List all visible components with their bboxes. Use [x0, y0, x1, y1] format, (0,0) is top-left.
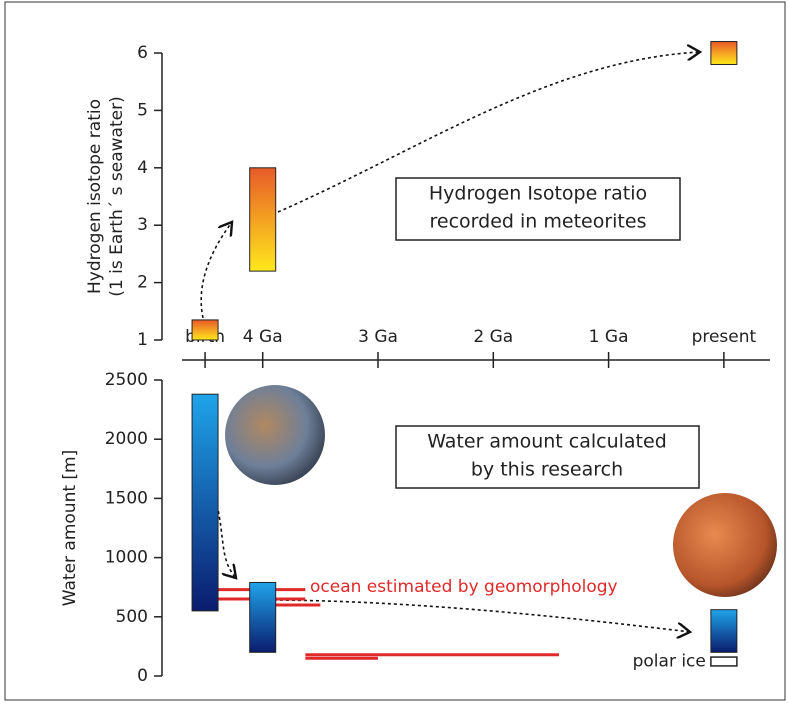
y-axis-label-line: (1 is Earth´ s seawater) [107, 96, 127, 296]
range-bar [250, 168, 276, 271]
range-bar [192, 320, 218, 340]
annotation: recorded in meteorites [430, 211, 647, 233]
y-tick-label: 1000 [105, 548, 148, 568]
y-tick-label: 4 [137, 158, 148, 178]
range-bar [192, 394, 218, 611]
y-tick-label: 2500 [105, 370, 148, 390]
y-tick-label: 2 [137, 273, 148, 293]
annotation: Hydrogen Isotope ratio [429, 183, 647, 205]
polar-ice-label: polar ice [633, 651, 706, 671]
y-axis-label-line: Hydrogen isotope ratio [85, 99, 105, 294]
arrow [262, 600, 690, 632]
y-tick-label: 2000 [105, 429, 148, 449]
ocean-label: ocean estimated by geomorphology [310, 577, 618, 597]
x-tick-label: 4 Ga [243, 327, 283, 347]
y-tick-label: 6 [137, 43, 148, 63]
range-bar [711, 610, 737, 653]
polar-ice-bar [711, 657, 737, 666]
arrow [201, 222, 232, 318]
arrow [217, 505, 236, 578]
y-axis-label: Hydrogen isotope ratio(1 is Earth´ s sea… [85, 96, 127, 296]
mars-image [673, 493, 777, 597]
y-tick-label: 500 [116, 607, 148, 627]
chart: 1 2 3 4 5 6 Hydrogen isotope ratio(1 is Earth´… [0, 0, 788, 702]
y-axis-label: Water amount [m] [60, 450, 80, 606]
page: {"chart_data": [ {"type": "range-bar", "… [0, 0, 788, 706]
y-tick-label: 3 [137, 215, 148, 235]
y-axis-label-line: Water amount [m] [60, 450, 80, 606]
mars-image [225, 385, 325, 485]
y-tick-label: 1500 [105, 488, 148, 508]
annotation: by this research [471, 459, 623, 481]
x-tick-label: 2 Ga [473, 327, 513, 347]
y-tick-label: 5 [137, 100, 148, 120]
x-tick-label: 1 Ga [589, 327, 629, 347]
y-tick-label: 1 [137, 330, 148, 350]
x-tick-label: present [692, 327, 757, 347]
range-bar [711, 42, 737, 65]
range-bar [250, 582, 276, 652]
y-tick-label: 0 [137, 666, 148, 686]
x-tick-label: 3 Ga [358, 327, 398, 347]
annotation: Water amount calculated [427, 431, 667, 453]
